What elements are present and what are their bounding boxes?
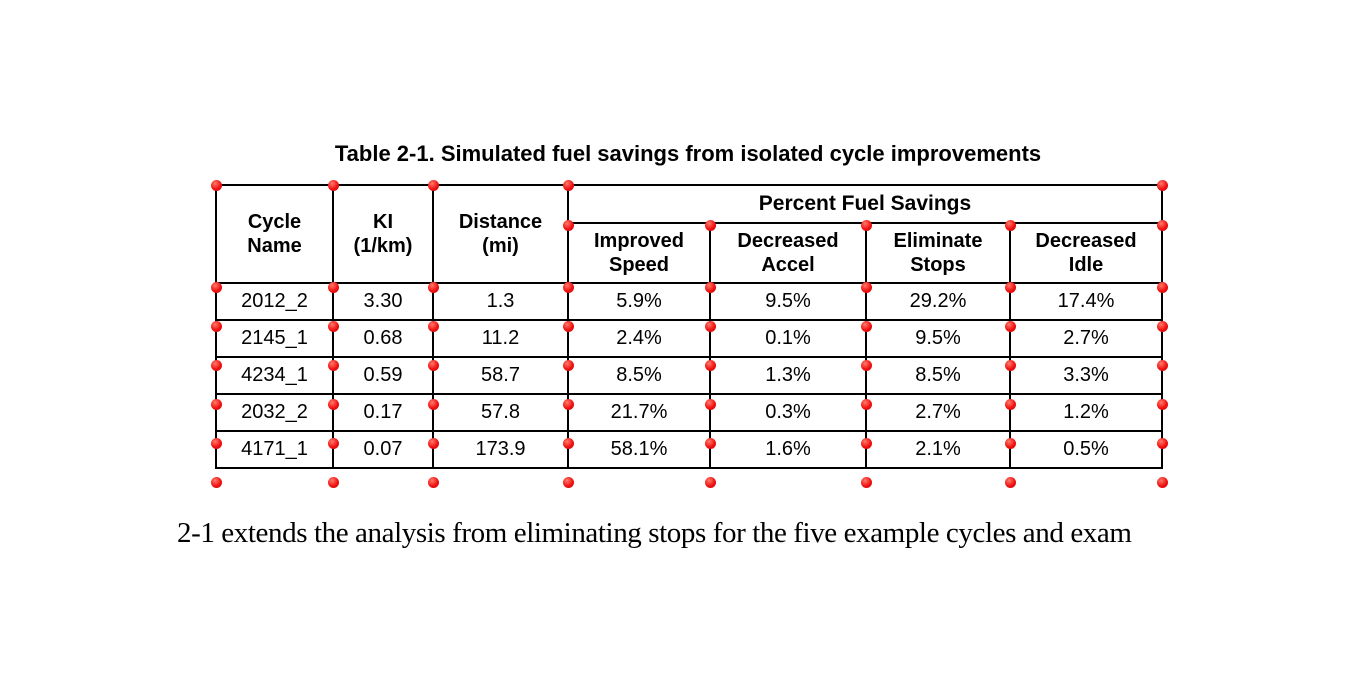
table-cell: 9.5%: [865, 319, 1011, 358]
table-cell: 8.5%: [567, 356, 711, 395]
grid-marker-dot: [704, 476, 716, 488]
table-row: 4171_1 0.07 173.9 58.1% 1.6% 2.1% 0.5%: [215, 430, 1163, 469]
grid-marker-dot: [1004, 476, 1016, 488]
table-cell: 2012_2: [215, 282, 334, 321]
table-cell: 3.30: [332, 282, 434, 321]
table-cell: 58.1%: [567, 430, 711, 469]
table-cell: 5.9%: [567, 282, 711, 321]
table-cell: 2032_2: [215, 393, 334, 432]
table-cell: 8.5%: [865, 356, 1011, 395]
table-cell: 173.9: [432, 430, 569, 469]
grid-marker-dot: [210, 476, 222, 488]
grid-marker-dot: [562, 476, 574, 488]
table-cell: 2.7%: [1009, 319, 1163, 358]
table-cell: 2.1%: [865, 430, 1011, 469]
body-text: e 2-1 extends the analysis from eliminat…: [163, 516, 1132, 550]
table-cell: 9.5%: [709, 282, 867, 321]
grid-marker-dot: [427, 476, 439, 488]
col-header-improved-speed: Improved Speed: [567, 222, 711, 284]
clipped-char: e: [163, 520, 168, 550]
table-cell: 3.3%: [1009, 356, 1163, 395]
table-row: 4234_1 0.59 58.7 8.5% 1.3% 8.5% 3.3%: [215, 356, 1163, 395]
header-row-sub: Improved Speed Decreased Accel Eliminate…: [216, 222, 1163, 284]
fuel-savings-table: Cycle Name KI (1/km) Distance (mi) Perce…: [215, 184, 1163, 469]
table-cell: 2145_1: [215, 319, 334, 358]
table-cell: 2.7%: [865, 393, 1011, 432]
grid-marker-dot: [327, 476, 339, 488]
table-cell: 1.6%: [709, 430, 867, 469]
table-cell: 2.4%: [567, 319, 711, 358]
body-text-run: 2-1 extends the analysis from eliminatin…: [177, 517, 1132, 549]
table-cell: 4171_1: [215, 430, 334, 469]
table-cell: 4234_1: [215, 356, 334, 395]
col-header-cycle-name: Cycle Name: [215, 184, 334, 284]
grid-marker-dot: [1156, 476, 1168, 488]
table-row: 2012_2 3.30 1.3 5.9% 9.5% 29.2% 17.4%: [215, 282, 1163, 321]
col-header-distance: Distance (mi): [432, 184, 569, 284]
col-header-decreased-idle: Decreased Idle: [1009, 222, 1163, 284]
table-cell: 0.17: [332, 393, 434, 432]
col-header-decreased-accel: Decreased Accel: [709, 222, 867, 284]
grid-marker-dot: [860, 476, 872, 488]
table-cell: 0.59: [332, 356, 434, 395]
table-cell: 58.7: [432, 356, 569, 395]
table-cell: 11.2: [432, 319, 569, 358]
table-cell: 29.2%: [865, 282, 1011, 321]
table-cell: 57.8: [432, 393, 569, 432]
col-header-eliminate-stops: Eliminate Stops: [865, 222, 1011, 284]
table-cell: 21.7%: [567, 393, 711, 432]
table-cell: 0.5%: [1009, 430, 1163, 469]
table-cell: 0.3%: [709, 393, 867, 432]
table-caption: Table 2-1. Simulated fuel savings from i…: [334, 141, 1042, 166]
table-row: 2032_2 0.17 57.8 21.7% 0.3% 2.7% 1.2%: [215, 393, 1163, 432]
table-cell: 1.3%: [709, 356, 867, 395]
table-cell: 17.4%: [1009, 282, 1163, 321]
col-header-ki: KI (1/km): [332, 184, 434, 284]
table-row: 2145_1 0.68 11.2 2.4% 0.1% 9.5% 2.7%: [215, 319, 1163, 358]
header-row-group: Cycle Name KI (1/km) Distance (mi) Perce…: [215, 184, 1163, 284]
table-cell: 1.3: [432, 282, 569, 321]
table-cell: 1.2%: [1009, 393, 1163, 432]
col-header-percent-fuel-savings: Percent Fuel Savings: [567, 184, 1163, 224]
table-cell: 0.1%: [709, 319, 867, 358]
table-cell: 0.07: [332, 430, 434, 469]
table-cell: 0.68: [332, 319, 434, 358]
